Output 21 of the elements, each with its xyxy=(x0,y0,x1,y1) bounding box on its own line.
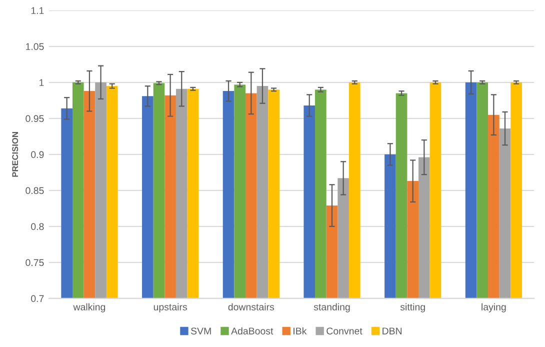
x-tick-label: upstairs xyxy=(154,303,187,312)
x-tick-label: downstairs xyxy=(228,303,274,310)
legend-label: Convnet xyxy=(326,328,362,334)
y-tick-label: 1 xyxy=(40,79,44,86)
y-axis-title: PRECISION xyxy=(12,132,18,177)
x-tick-label: standing xyxy=(314,303,350,312)
y-tick-label: 1.1 xyxy=(31,7,44,14)
legend-label: IBk xyxy=(294,327,307,334)
y-tick-label: 0.8 xyxy=(31,223,44,230)
x-tick-label: laying xyxy=(482,303,506,312)
x-tick-label: sitting xyxy=(400,303,425,312)
legend-label: DBN xyxy=(382,328,402,334)
y-tick-label: 1.05 xyxy=(26,43,44,50)
y-tick-label: 0.95 xyxy=(26,115,44,122)
y-tick-label: 0.9 xyxy=(31,151,44,158)
y-tick-label: 0.75 xyxy=(26,259,44,266)
x-tick-label: walking xyxy=(73,303,106,312)
legend-label: SVM xyxy=(190,328,211,334)
y-tick-label: 0.85 xyxy=(26,187,44,194)
y-tick-label: 0.7 xyxy=(31,295,44,302)
legend-label: AdaBoost xyxy=(231,327,274,334)
